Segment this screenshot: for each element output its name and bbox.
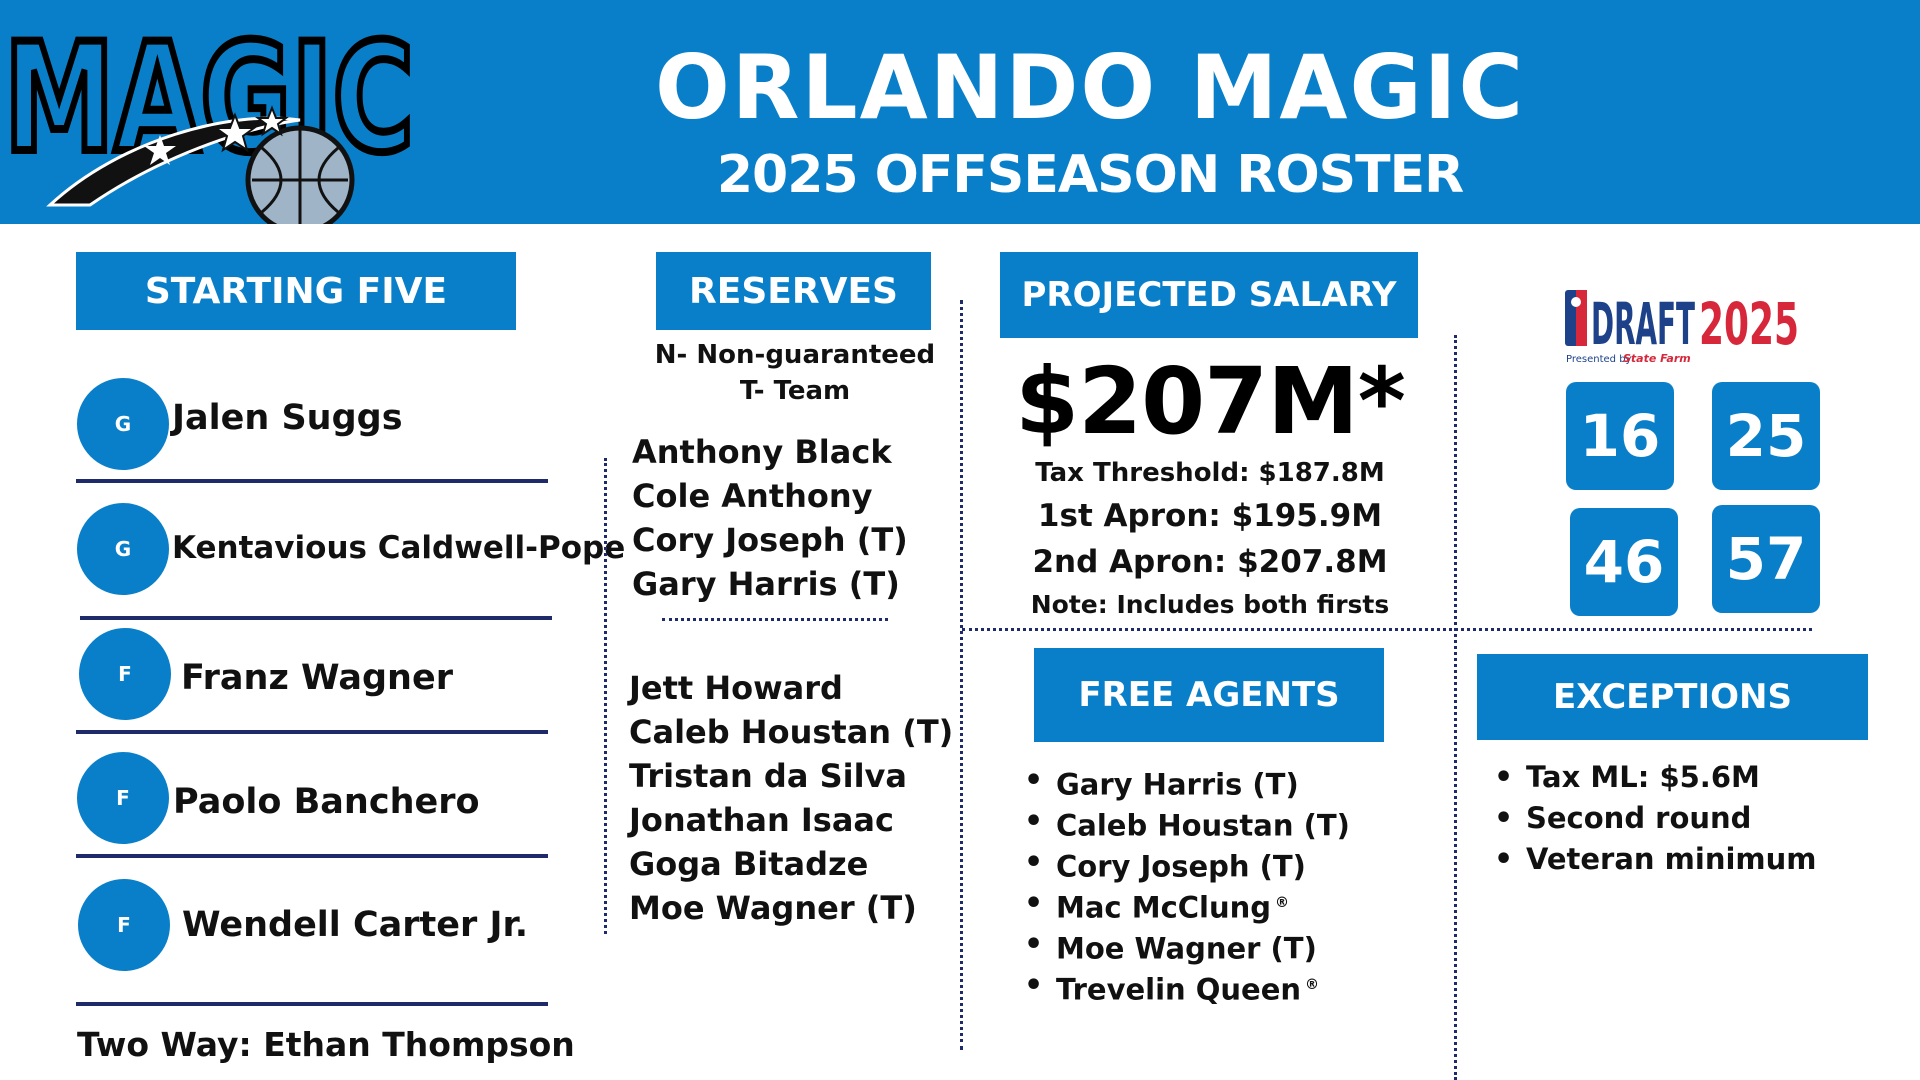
list-item: Moe Wagner (T)	[1024, 924, 1354, 966]
middle-divider	[962, 628, 1812, 631]
row-divider	[76, 854, 548, 858]
row-divider	[80, 616, 552, 620]
second-apron: 2nd Apron: $207.8M	[1032, 544, 1388, 580]
draft-sponsor: State Farm	[1623, 352, 1691, 365]
list-item: Gary Harris (T)	[632, 565, 900, 603]
two-way-player: Two Way: Ethan Thompson	[77, 1025, 575, 1064]
list-item: Mac McClung®	[1024, 883, 1354, 925]
list-item: Second round	[1494, 798, 1817, 839]
player-circle-3: F	[79, 628, 171, 720]
player-circle-5: F	[78, 879, 170, 971]
draft-pick: 16	[1566, 382, 1674, 490]
list-item: Goga Bitadze	[629, 845, 869, 883]
salary-left-divider	[960, 300, 963, 1050]
starting-five-heading: STARTING FIVE	[76, 252, 516, 330]
draft-left-divider	[1454, 335, 1457, 1080]
free-agents-list: Gary Harris (T) Caleb Houstan (T) Cory J…	[1024, 760, 1354, 1007]
magic-logo: MAGIC	[0, 8, 418, 224]
first-apron: 1st Apron: $195.9M	[1037, 498, 1383, 534]
row-divider	[76, 1002, 548, 1006]
row-divider	[76, 479, 548, 483]
list-item: Cory Joseph (T)	[632, 521, 908, 559]
draft-year: 2025	[1699, 290, 1799, 358]
list-item: Gary Harris (T)	[1024, 760, 1354, 802]
logo-wordmark: MAGIC	[4, 12, 414, 186]
list-item: Cory Joseph (T)	[1024, 842, 1354, 884]
player-name: Franz Wagner	[181, 658, 453, 698]
row-divider	[76, 730, 548, 734]
list-item: Tristan da Silva	[629, 757, 907, 795]
player-name: Kentavious Caldwell-Pope	[172, 530, 626, 566]
reserves-list-2: Jett Howard Caleb Houstan (T) Tristan da…	[629, 666, 953, 930]
reserves-group-divider	[662, 618, 888, 621]
list-item: Caleb Houstan (T)	[629, 713, 954, 751]
player-circle-1: G	[77, 378, 169, 470]
list-item: Trevelin Queen®	[1024, 965, 1354, 1007]
free-agents-heading: FREE AGENTS	[1034, 648, 1384, 742]
projected-salary-heading: PROJECTED SALARY	[1000, 252, 1418, 338]
list-item: Veteran minimum	[1494, 839, 1817, 880]
draft-pick: 57	[1712, 505, 1820, 613]
reserves-heading: RESERVES	[656, 252, 931, 330]
player-name: Paolo Banchero	[173, 782, 480, 822]
list-item: Caleb Houstan (T)	[1024, 801, 1354, 843]
page-subtitle: 2025 OFFSEASON ROSTER	[716, 145, 1464, 205]
salary-note: Note: Includes both firsts	[1030, 590, 1390, 619]
nba-draft-logo: DRAFT 2025 Presented by State Farm	[1565, 290, 1799, 365]
legend-team-option: T- Team	[739, 376, 851, 406]
player-name: Wendell Carter Jr.	[182, 905, 529, 945]
exceptions-list: Tax ML: $5.6M Second round Veteran minim…	[1494, 757, 1817, 880]
projected-salary-amount: $207M*	[1015, 348, 1406, 455]
legend-non-guaranteed: N- Non-guaranteed	[654, 340, 936, 370]
header-banner: MAGIC ORLANDO MAGIC 2025 OFFSEASON ROSTE…	[0, 0, 1920, 224]
list-item: Jonathan Isaac	[629, 801, 894, 839]
list-item: Anthony Black	[632, 433, 892, 471]
list-item: Moe Wagner (T)	[629, 889, 917, 927]
draft-pick: 25	[1712, 382, 1820, 490]
player-circle-2: G	[77, 503, 169, 595]
player-circle-4: F	[77, 752, 169, 844]
tax-threshold: Tax Threshold: $187.8M	[1035, 458, 1385, 488]
list-item: Cole Anthony	[632, 477, 873, 515]
player-name: Jalen Suggs	[172, 398, 403, 438]
list-item: Tax ML: $5.6M	[1494, 757, 1817, 798]
draft-pick: 46	[1570, 508, 1678, 616]
draft-word: DRAFT	[1591, 290, 1695, 358]
list-item: Jett Howard	[629, 669, 843, 707]
reserves-list-1: Anthony Black Cole Anthony Cory Joseph (…	[632, 430, 908, 606]
page-title: ORLANDO MAGIC	[654, 36, 1526, 139]
draft-presented-by: Presented by	[1566, 354, 1632, 365]
exceptions-heading: EXCEPTIONS	[1477, 654, 1868, 740]
reserves-divider	[604, 458, 607, 934]
